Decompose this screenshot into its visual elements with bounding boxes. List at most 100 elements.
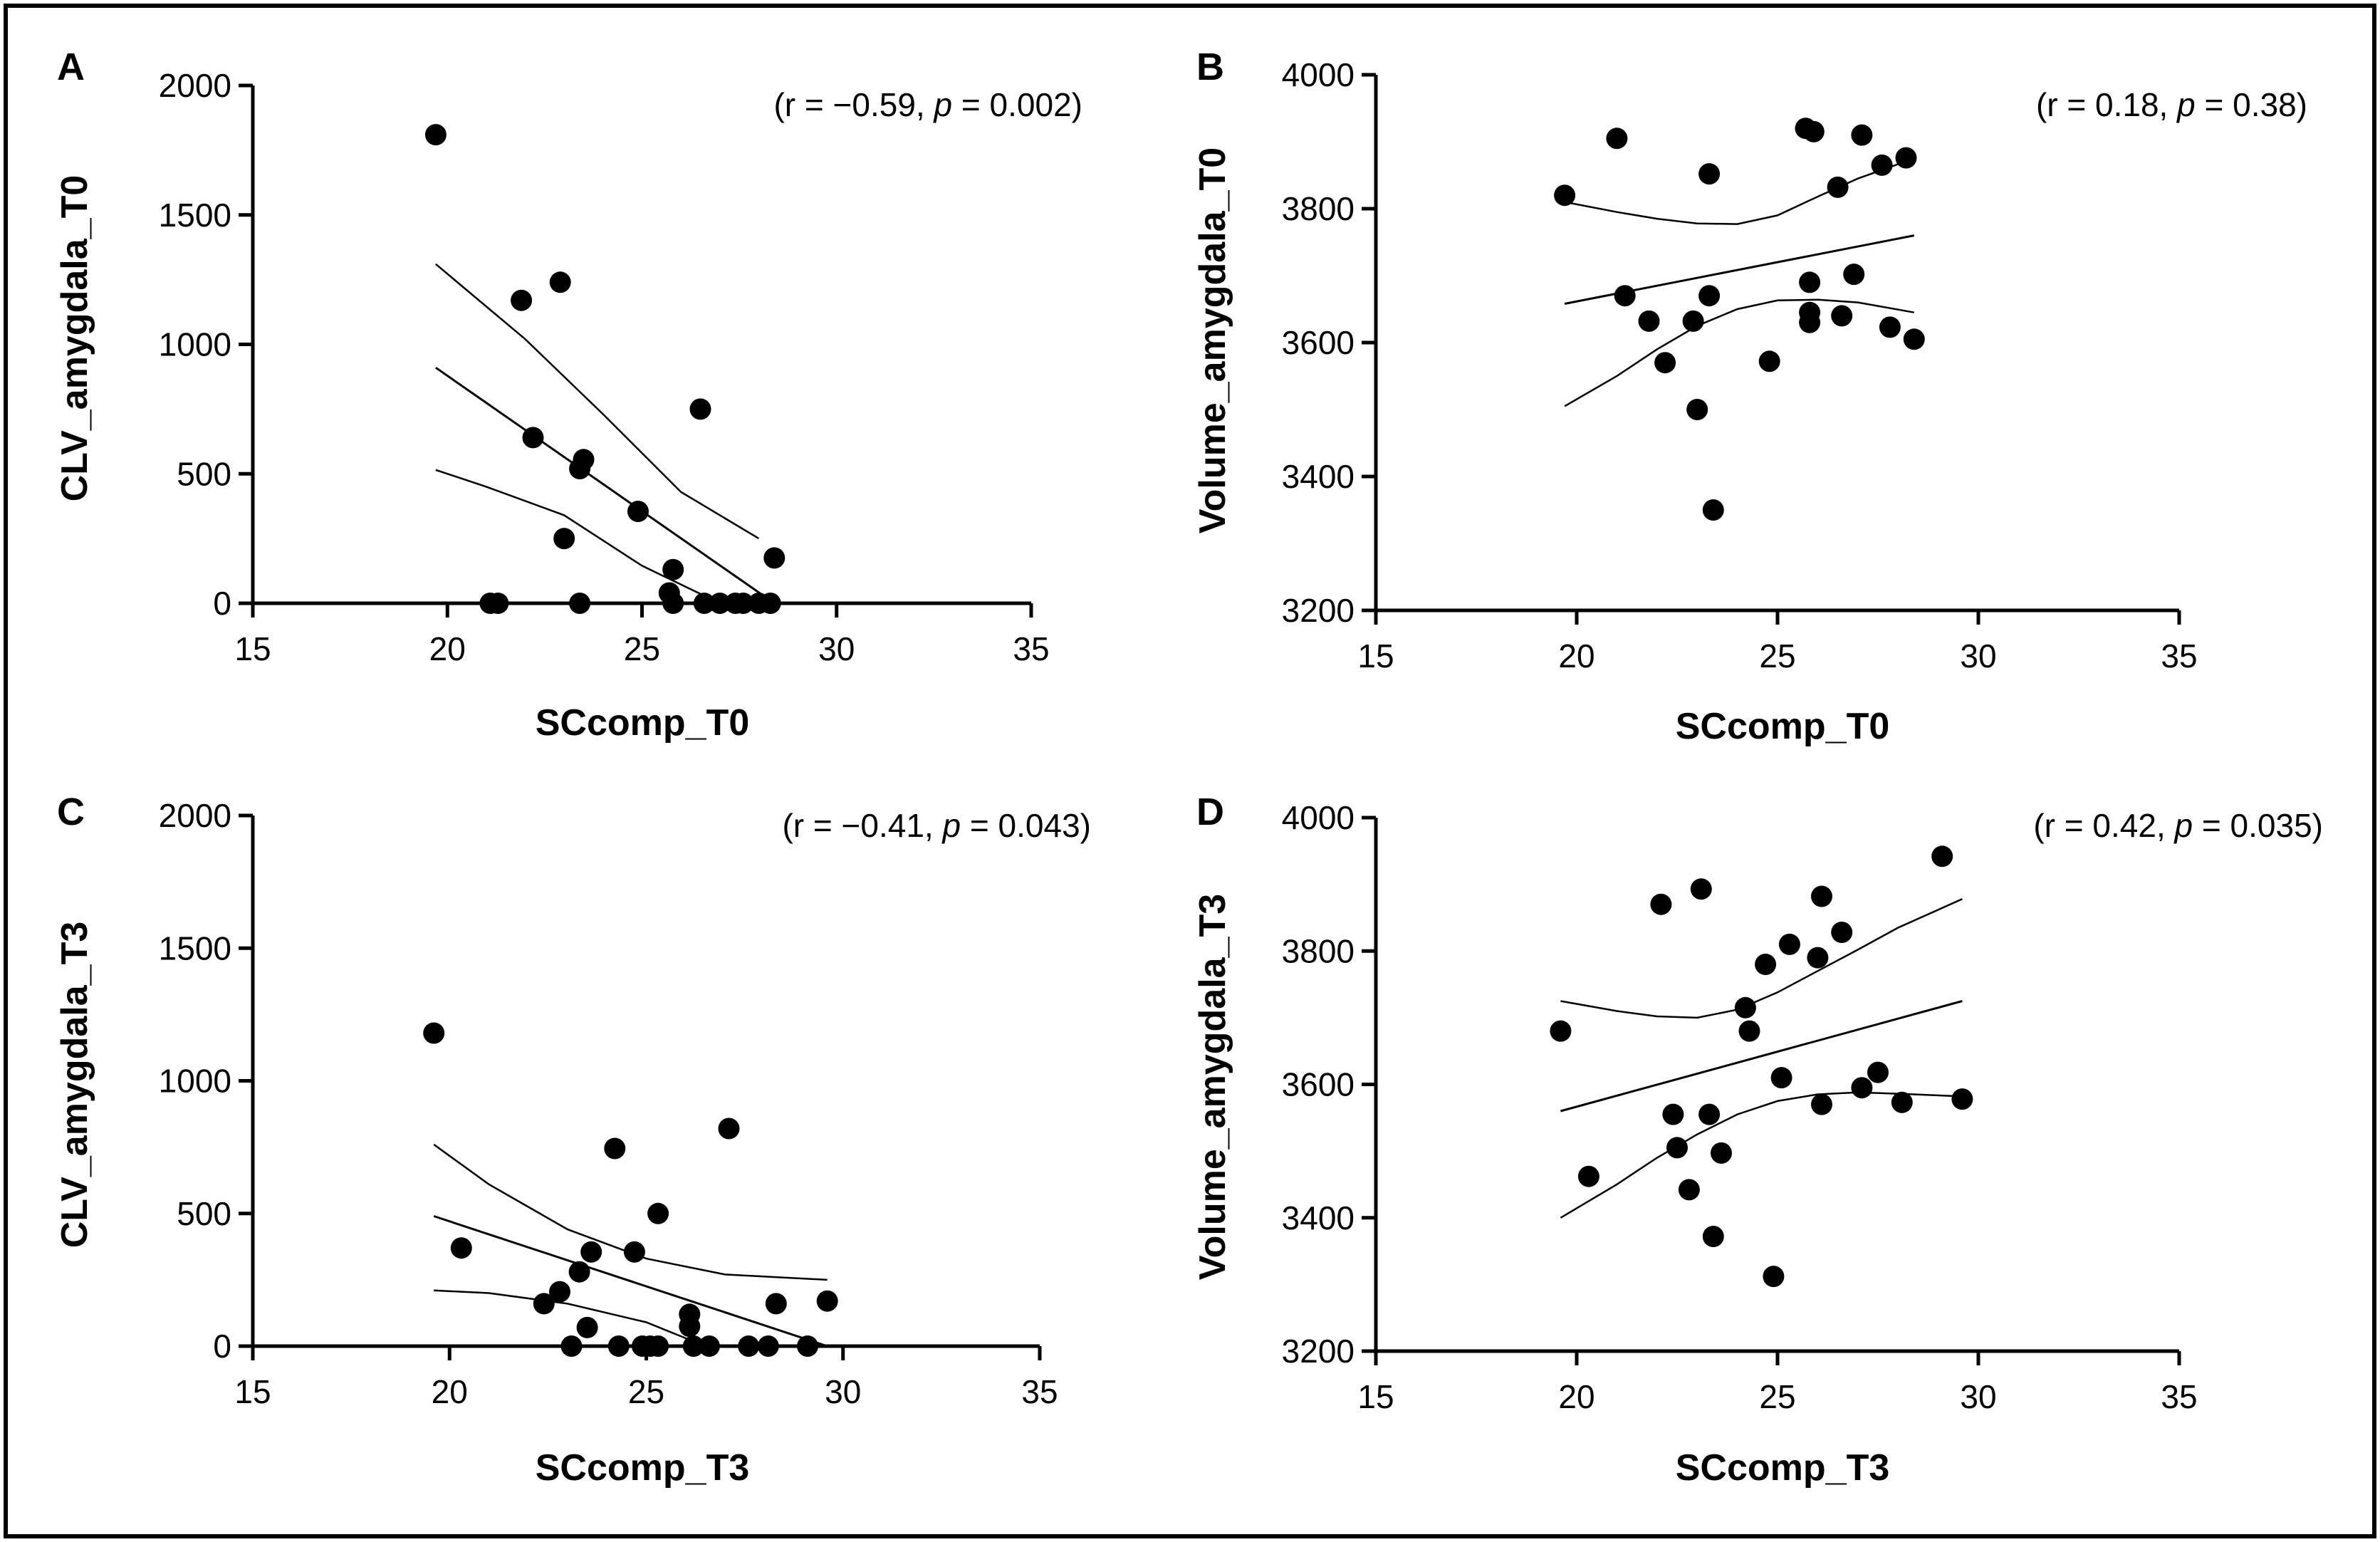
y-axis-title: CLV_amygdala_T3 [54,922,95,1249]
y-tick-label: 3800 [1282,932,1355,969]
y-axis-title: CLV_amygdala_T0 [54,175,95,502]
x-axis-title: SCcomp_T3 [1676,1447,1890,1489]
r-value: 0.42 [2092,807,2156,844]
data-point [1554,184,1576,207]
data-point [1843,264,1865,286]
data-point [1711,1142,1732,1164]
data-point [1851,124,1873,146]
data-point [1895,147,1917,169]
data-point [580,1241,602,1263]
correlation-stat: (r = 0.42, p = 0.035) [2033,807,2323,844]
data-point [1698,285,1721,307]
p-value: 0.002 [990,86,1072,123]
data-point [1831,305,1853,327]
y-axis-title: Volume_amygdala_T0 [1192,147,1233,533]
ci-lower-line [1560,1091,1963,1219]
data-point [1871,154,1893,176]
data-point [1802,120,1825,142]
data-point [1650,893,1672,915]
x-tick-label: 20 [1558,637,1595,674]
data-point [1550,1020,1572,1042]
data-point [1614,285,1636,307]
data-point [1903,328,1925,350]
data-point [424,124,447,146]
correlation-stat: (r = −0.41, p = 0.043) [782,807,1091,844]
r-value: −0.59 [833,86,916,123]
data-point [487,593,509,614]
data-point [738,1335,760,1357]
data-point [1755,954,1777,975]
data-point [1654,352,1676,374]
correlation-stat: (r = 0.18, p = 0.38) [2036,86,2307,123]
y-tick-label: 3400 [1282,1199,1355,1236]
r-value: 0.18 [2095,86,2159,123]
data-point [1734,996,1756,1019]
y-tick-label: 0 [213,1328,231,1365]
y-tick-label: 500 [177,1195,231,1232]
data-point [682,1335,704,1357]
data-point [549,1281,570,1303]
data-point [662,593,684,614]
data-point [522,427,544,449]
data-point [607,1335,630,1357]
data-point [759,593,781,614]
r-value: −0.41 [842,807,924,844]
data-point [1827,176,1849,198]
p-value: 0.043 [998,807,1080,844]
y-tick-label: 3600 [1282,324,1355,361]
data-point [450,1237,472,1259]
x-tick-label: 30 [825,1373,861,1410]
correlation-stat: (r = −0.59, p = 0.002) [773,86,1082,123]
y-tick-label: 1500 [159,929,231,967]
y-tick-label: 2000 [159,797,231,834]
data-point [1638,310,1660,332]
data-point [1770,1067,1792,1089]
y-tick-label: 3400 [1282,458,1355,495]
data-point [627,501,649,522]
x-tick-label: 25 [624,630,660,667]
y-tick-label: 3200 [1282,592,1355,629]
data-point [1698,1103,1721,1125]
data-point [709,593,731,614]
x-tick-label: 15 [1357,1378,1394,1415]
x-tick-label: 20 [429,630,466,667]
data-point [573,449,595,471]
y-tick-label: 0 [213,585,231,622]
data-point [1758,350,1780,373]
panel-letter: D [1196,791,1224,833]
data-point [1662,1103,1684,1125]
panel-c: C (r = −0.41, p = 0.043) SCcomp_T3 CLV_a… [54,791,1091,1489]
data-point [1778,933,1800,955]
data-point [797,1335,818,1357]
data-point [1811,1093,1832,1115]
panel-d: D (r = 0.42, p = 0.035) SCcomp_T3 Volume… [1192,791,2323,1489]
panel-letter: C [57,791,85,833]
data-point [1763,1266,1785,1288]
data-point [1799,311,1821,333]
data-point [732,593,754,614]
data-point [698,1335,720,1357]
panel-letter: B [1196,46,1224,88]
data-point [623,1241,645,1263]
data-point [757,1335,779,1357]
figure-border [4,4,2376,1538]
data-point [549,271,571,293]
data-point [1879,316,1901,338]
y-tick-label: 4000 [1282,799,1355,836]
x-axis-title: SCcomp_T3 [536,1447,750,1489]
x-axis-title: SCcomp_T0 [536,702,750,744]
data-point [1831,922,1853,943]
data-point [647,1335,669,1357]
data-point [553,528,575,550]
data-point [689,398,711,420]
data-point [1891,1091,1913,1113]
data-point [560,1335,583,1357]
data-point [1931,845,1953,868]
data-point [1851,1077,1873,1099]
data-point [533,1293,555,1315]
regression-line [433,1215,828,1348]
x-tick-label: 30 [1960,1378,1996,1415]
data-point [679,1303,701,1325]
x-tick-label: 25 [1759,637,1795,674]
data-point [718,1118,740,1140]
